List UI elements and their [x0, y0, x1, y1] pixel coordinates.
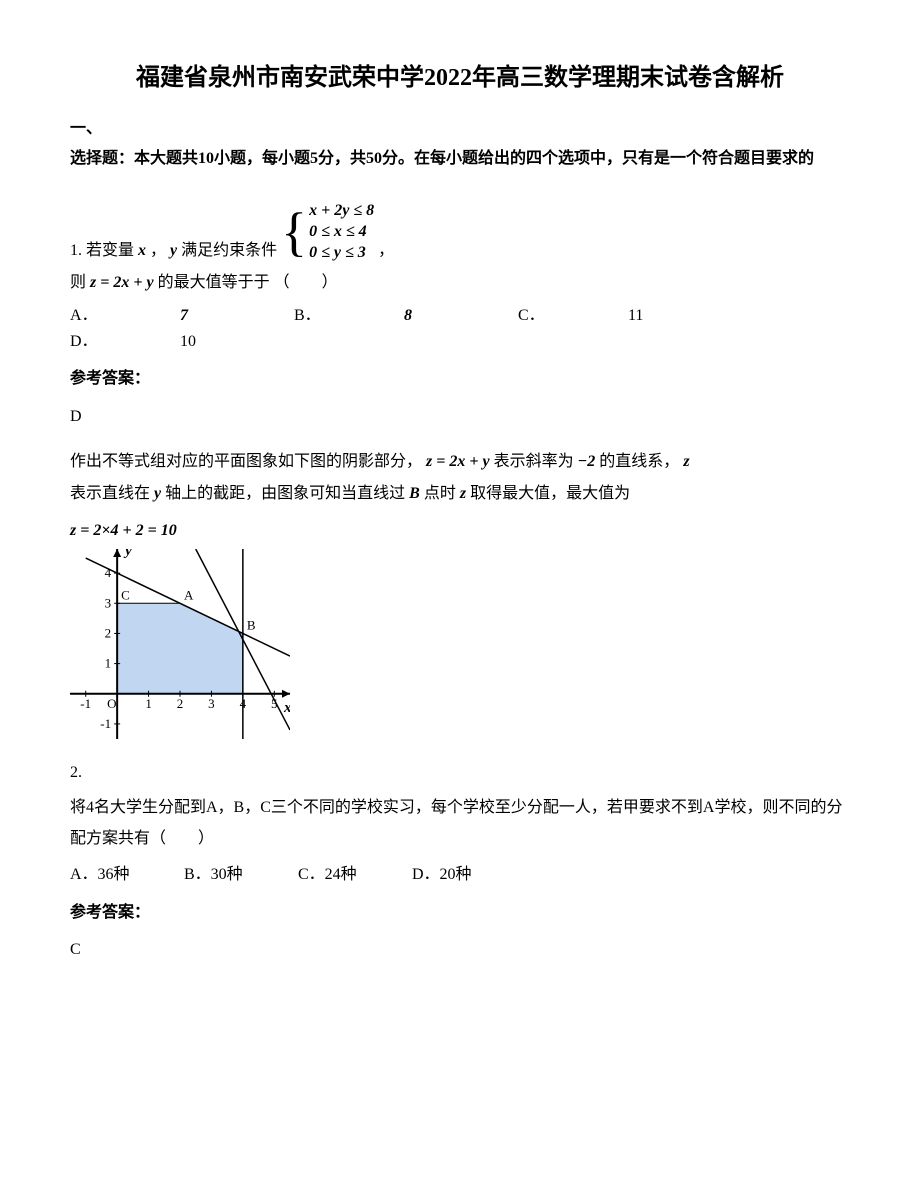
q1-comma: ， [150, 238, 166, 264]
svg-text:5: 5 [271, 696, 278, 711]
section-instructions: 选择题：本大题共10小题，每小题5分，共50分。在每小题给出的四个选项中，只有是… [70, 146, 850, 172]
q1-objective: z = 2x + y [90, 270, 154, 296]
svg-text:3: 3 [208, 696, 215, 711]
svg-text:x: x [283, 700, 290, 716]
q1-stem-line2: 则 z = 2x + y 的最大值等于于 （ ） [70, 270, 850, 296]
q2-option-b: B．30种 [184, 862, 294, 888]
q1-var-y: y [170, 238, 177, 264]
q1-exp-B: B [409, 485, 420, 502]
q1-line2a: 则 [70, 270, 86, 296]
svg-text:B: B [247, 618, 256, 633]
q2-stem: 将4名大学生分配到A，B，C三个不同的学校实习，每个学校至少分配一人，若甲要求不… [70, 793, 850, 854]
q1-answer: D [70, 404, 850, 430]
svg-text:4: 4 [105, 565, 112, 580]
q2-options: A．36种 B．30种 C．24种 D．20种 [70, 862, 850, 888]
q1-feasible-region-chart: -1 1 2 3 4 5 -1 1 2 3 4 Ox y C A B [70, 549, 850, 748]
svg-text:1: 1 [105, 656, 112, 671]
q1-number: 1. [70, 238, 82, 264]
q1-text-pre1: 若变量 [86, 238, 134, 264]
q1-exp-d4: 取得最大值，最大值为 [470, 485, 630, 502]
svg-text:-1: -1 [100, 716, 111, 731]
svg-text:2: 2 [105, 626, 112, 641]
q1-option-c: C．11 [518, 303, 738, 329]
q2-option-c: C．24种 [298, 862, 408, 888]
section-number: 一、 [70, 116, 850, 142]
q1-var-x: x [138, 238, 146, 264]
q1-option-b: B．8 [294, 303, 514, 329]
q1-exp-zvar2: z [460, 485, 466, 502]
svg-text:O: O [107, 696, 116, 711]
q2-number: 2. [70, 760, 850, 786]
q2-answer: C [70, 937, 850, 963]
q1-exp-yaxis: y [154, 485, 161, 502]
page-title: 福建省泉州市南安武荣中学2022年高三数学理期末试卷含解析 [70, 60, 850, 96]
q1-constraint-3: 0 ≤ y ≤ 3 [309, 243, 374, 264]
q1-exp-d3: 点时 [424, 485, 456, 502]
q1-exp-d2: 轴上的截距，由图象可知当直线过 [165, 485, 405, 502]
svg-text:C: C [121, 587, 130, 602]
svg-text:A: A [184, 587, 194, 602]
brace-icon: { [281, 205, 307, 259]
q1-tail-comma: ， [378, 238, 394, 264]
q1-option-d: D．10 [70, 329, 290, 355]
q1-constraints: { x + 2y ≤ 8 0 ≤ x ≤ 4 0 ≤ y ≤ 3 [281, 201, 374, 263]
q1-stem-line1: 1. 若变量 x ， y 满足约束条件 { x + 2y ≤ 8 0 ≤ x ≤… [70, 201, 850, 263]
q1-exp-zvar: z [683, 453, 689, 470]
q2-option-d: D．20种 [412, 862, 522, 888]
svg-text:y: y [123, 549, 132, 559]
q1-line2b: 的最大值等于于 （ ） [158, 270, 338, 296]
q1-constraint-2: 0 ≤ x ≤ 4 [309, 222, 374, 243]
q1-options: A．7 B．8 C．11 D．10 [70, 303, 850, 354]
q1-option-a: A．7 [70, 303, 290, 329]
q1-exp-eq: z = 2×4 + 2 = 10 [70, 518, 850, 544]
q1-explanation: 作出不等式组对应的平面图象如下图的阴影部分， z = 2x + y 表示斜率为 … [70, 446, 850, 510]
q1-exp-b: 表示斜率为 [494, 453, 574, 470]
svg-text:2: 2 [177, 696, 184, 711]
q1-exp-z: z = 2x + y [426, 453, 490, 470]
q1-exp-c: 的直线系， [599, 453, 679, 470]
q1-exp-a: 作出不等式组对应的平面图象如下图的阴影部分， [70, 453, 422, 470]
q1-text-pre2: 满足约束条件 [181, 238, 277, 264]
q1-exp-neg2: −2 [578, 453, 596, 470]
q1-constraint-1: x + 2y ≤ 8 [309, 201, 374, 222]
q1-answer-label: 参考答案： [70, 366, 850, 392]
svg-text:4: 4 [240, 696, 247, 711]
svg-text:1: 1 [145, 696, 152, 711]
q1-exp-d1: 表示直线在 [70, 485, 150, 502]
q2-answer-label: 参考答案： [70, 900, 850, 926]
svg-text:-1: -1 [80, 696, 91, 711]
q2-option-a: A．36种 [70, 862, 180, 888]
svg-text:3: 3 [105, 595, 112, 610]
